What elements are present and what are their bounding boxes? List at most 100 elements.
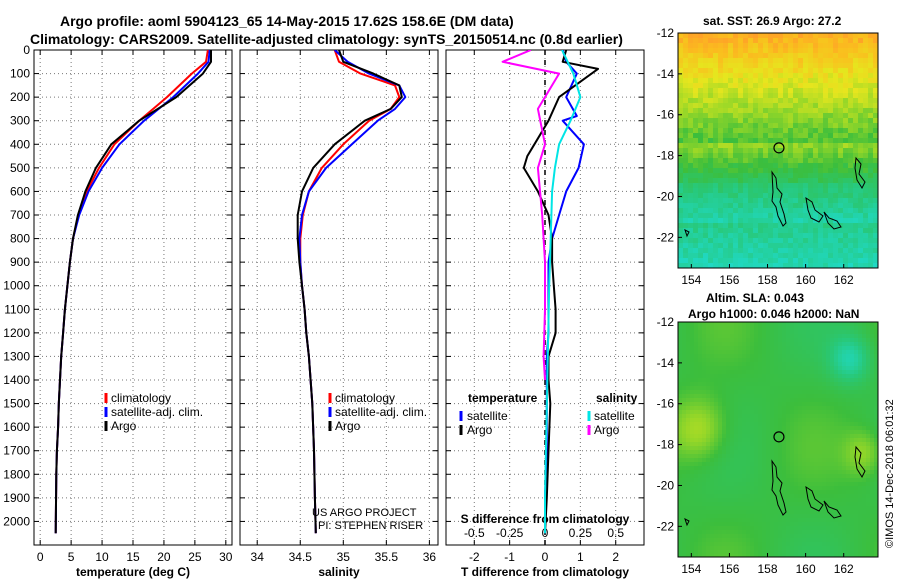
map-cell — [738, 522, 743, 527]
map-cell — [813, 73, 819, 79]
map-cell — [862, 478, 867, 483]
map-cell — [768, 158, 774, 164]
map-cell — [728, 188, 734, 194]
map-cell — [730, 458, 735, 463]
map-cell — [748, 243, 754, 249]
y-tick-label: 1000 — [3, 279, 30, 293]
map-cell — [742, 530, 747, 535]
map-cell — [706, 414, 711, 419]
map-cell — [693, 148, 699, 154]
map-cell — [798, 370, 803, 375]
map-cell — [723, 178, 729, 184]
map-cell — [688, 43, 694, 49]
map-cell — [714, 506, 719, 511]
map-cell — [718, 522, 723, 527]
map-cell — [734, 466, 739, 471]
map-cell — [753, 68, 759, 74]
map-cell — [758, 350, 763, 355]
map-cell — [758, 406, 763, 411]
map-cell — [766, 322, 771, 327]
map-cell — [748, 108, 754, 114]
map-cell — [703, 118, 709, 124]
map-cell — [734, 358, 739, 363]
map-cell — [718, 168, 724, 174]
map-cell — [843, 93, 849, 99]
map-cell — [823, 78, 829, 84]
map-cell — [790, 346, 795, 351]
map-cell — [783, 203, 789, 209]
map-cell — [822, 514, 827, 519]
map-cell — [733, 128, 739, 134]
map-cell — [806, 406, 811, 411]
map-cell — [853, 143, 859, 149]
map-cell — [838, 426, 843, 431]
map-cell — [678, 248, 684, 254]
map-cell — [682, 482, 687, 487]
map-cell — [763, 248, 769, 254]
map-cell — [734, 522, 739, 527]
map-cell — [702, 462, 707, 467]
map-cell — [698, 208, 704, 214]
map-cell — [762, 422, 767, 427]
map-cell — [848, 93, 854, 99]
map-cell — [783, 68, 789, 74]
map-cell — [718, 233, 724, 239]
map-cell — [718, 346, 723, 351]
map-cell — [814, 526, 819, 531]
map-cell — [738, 58, 744, 64]
map-cell — [718, 63, 724, 69]
map-cell — [714, 422, 719, 427]
map-cell — [808, 233, 814, 239]
map-cell — [782, 398, 787, 403]
map-cell — [834, 434, 839, 439]
map-cell — [854, 338, 859, 343]
map-cell — [714, 382, 719, 387]
map-cell — [763, 188, 769, 194]
map-cell — [806, 374, 811, 379]
map-cell — [753, 93, 759, 99]
map-cell — [678, 390, 683, 395]
map-cell — [782, 326, 787, 331]
map-cell — [778, 370, 783, 375]
map-cell — [828, 143, 834, 149]
map-cell — [843, 58, 849, 64]
map-cell — [698, 103, 704, 109]
map-cell — [858, 228, 864, 234]
map-cell — [713, 223, 719, 229]
map-cell — [790, 534, 795, 539]
y-tick-label: 200 — [10, 90, 30, 104]
map-cell — [746, 334, 751, 339]
map-cell — [834, 502, 839, 507]
map-cell — [688, 93, 694, 99]
map-cell — [833, 158, 839, 164]
map-cell — [870, 354, 875, 359]
map-cell — [866, 394, 871, 399]
map-cell — [730, 418, 735, 423]
map-cell — [830, 414, 835, 419]
map-cell — [778, 498, 783, 503]
map-cell — [690, 394, 695, 399]
map-cell — [748, 133, 754, 139]
map-cell — [706, 366, 711, 371]
map-cell — [686, 486, 691, 491]
map-cell — [694, 366, 699, 371]
map-cell — [783, 228, 789, 234]
map-cell — [773, 168, 779, 174]
map-cell — [826, 538, 831, 543]
map-cell — [743, 178, 749, 184]
map-cell — [782, 362, 787, 367]
map-cell — [794, 322, 799, 327]
map-cell — [783, 243, 789, 249]
map-cell — [782, 470, 787, 475]
map-cell — [870, 442, 875, 447]
map-cell — [790, 398, 795, 403]
map-cell — [834, 486, 839, 491]
map-cell — [723, 63, 729, 69]
map-cell — [826, 450, 831, 455]
map-cell — [778, 366, 783, 371]
map-cell — [774, 382, 779, 387]
map-cell — [818, 326, 823, 331]
map-cell — [678, 514, 683, 519]
map-cell — [818, 228, 824, 234]
map-cell — [748, 223, 754, 229]
